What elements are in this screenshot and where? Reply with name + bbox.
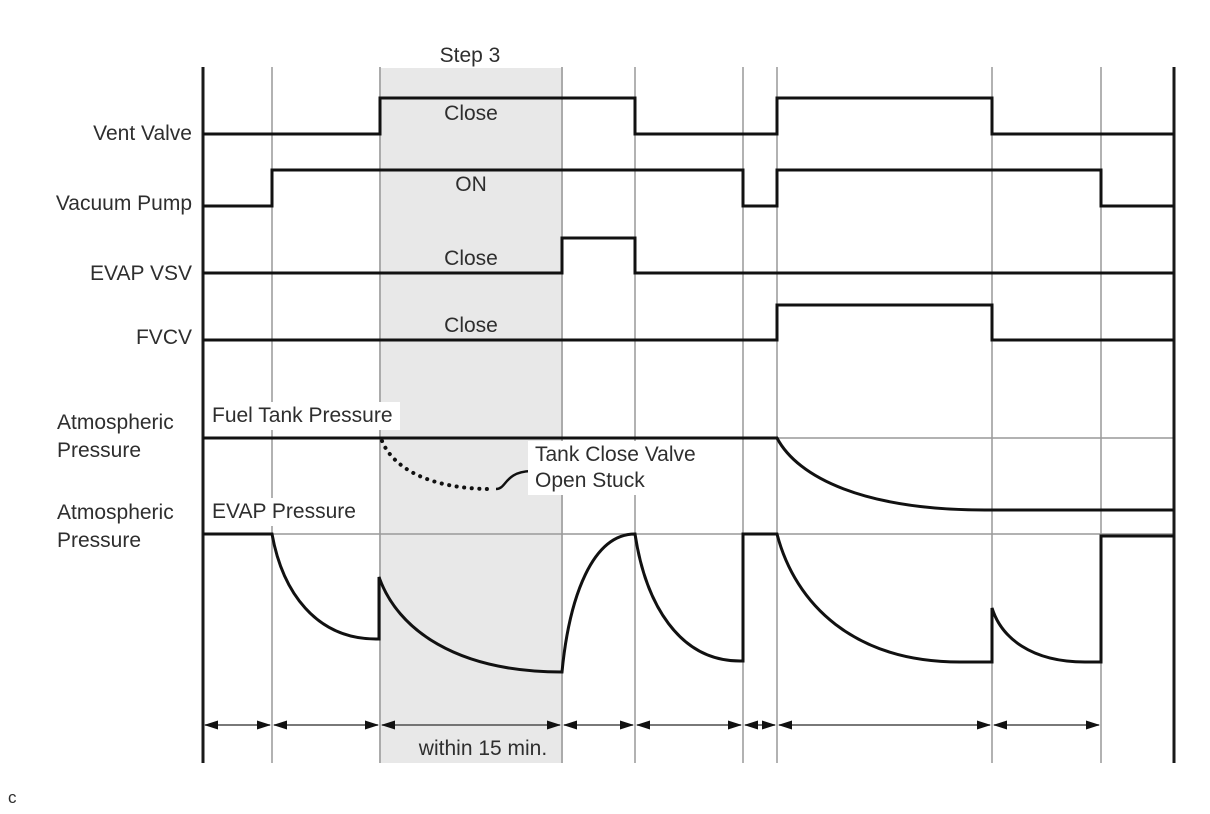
dimension-label-within-15-min: within 15 min. [418,737,548,760]
trace-label-evap-pressure: EVAP Pressure [205,498,363,526]
fault-annotation: Tank Close Valve Open Stuck [528,441,703,495]
fault-annotation-line1: Tank Close Valve [535,443,696,466]
state-label-vsv-close: Close [444,247,498,270]
atmospheric-line1: Atmospheric [57,411,174,434]
atmospheric-line1: Atmospheric [57,501,174,524]
pressure-line2: Pressure [57,529,142,552]
trace-label-fuel-tank-pressure: Fuel Tank Pressure [205,402,400,430]
row-label-vent-valve: Vent Valve [93,122,192,145]
row-label-vacuum-pump: Vacuum Pump [55,192,192,215]
row-label-evap-vsv: EVAP VSV [90,262,192,285]
state-label-fvcv-close: Close [444,314,498,337]
state-label-vent-close: Close [444,102,498,125]
state-label-pump-on: ON [455,173,487,196]
figure-footnote-c: c [8,788,17,807]
row-label-fvcv: FVCV [135,326,192,349]
axis-label-atmospheric-pressure-2: Atmospheric Pressure [57,499,174,555]
pressure-line2: Pressure [57,439,142,462]
step3-title: Step 3 [439,44,501,67]
fault-annotation-line2: Open Stuck [535,469,645,492]
axis-label-atmospheric-pressure-1: Atmospheric Pressure [57,409,174,465]
